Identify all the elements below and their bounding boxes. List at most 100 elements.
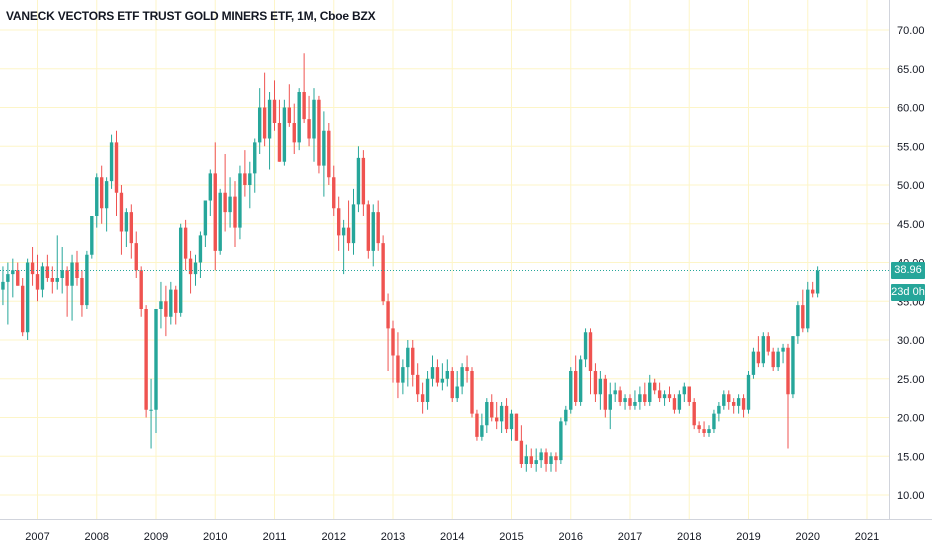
- candle-body: [603, 378, 608, 410]
- price-axis[interactable]: 10.0015.0020.0025.0030.0035.0040.0045.00…: [897, 25, 925, 502]
- price-tick-label: 70.00: [897, 25, 925, 37]
- candle-body: [139, 270, 143, 309]
- candle-body: [776, 351, 780, 368]
- candle-body: [366, 204, 371, 251]
- candle-body: [90, 216, 94, 255]
- candle-body: [341, 227, 346, 236]
- candle-body: [529, 456, 533, 464]
- time-tick-label: 2009: [144, 531, 168, 543]
- candle-body: [327, 130, 331, 178]
- candle-body: [1, 281, 5, 290]
- candle-body: [623, 398, 627, 402]
- candle-body: [317, 99, 321, 166]
- candle-body: [124, 212, 129, 232]
- candle-body: [801, 305, 805, 329]
- candle-body: [386, 301, 390, 329]
- candle-body: [6, 274, 10, 282]
- candle-body: [712, 413, 716, 430]
- candle-body: [65, 270, 69, 286]
- candle-body: [465, 367, 469, 371]
- candle-body: [544, 452, 548, 464]
- candle-body: [297, 92, 301, 143]
- candle-body: [756, 351, 761, 364]
- candle-body: [455, 386, 459, 399]
- candle-body: [554, 456, 558, 461]
- candle-body: [450, 371, 454, 399]
- price-tick-label: 45.00: [897, 219, 925, 231]
- candle-body: [628, 398, 632, 406]
- candle-body: [381, 243, 385, 302]
- price-tick-label: 30.00: [897, 335, 925, 347]
- time-tick-label: 2015: [499, 531, 523, 543]
- candle-body: [292, 123, 296, 143]
- chart-title: VANECK VECTORS ETF TRUST GOLD MINERS ETF…: [6, 9, 376, 23]
- candle-body: [810, 289, 815, 294]
- candle-body: [144, 309, 148, 410]
- time-tick-label: 2019: [736, 531, 760, 543]
- candle-body: [213, 173, 217, 251]
- candle-body: [361, 157, 366, 205]
- candle-body: [149, 409, 153, 411]
- candle-body: [356, 157, 361, 205]
- candle-body: [228, 196, 232, 213]
- candle-body: [504, 405, 509, 430]
- price-tick-label: 55.00: [897, 141, 925, 153]
- candle-body: [638, 394, 642, 402]
- candle-body: [114, 142, 119, 193]
- candle-body: [30, 262, 35, 275]
- candle-body: [425, 378, 430, 402]
- candle-body: [332, 177, 336, 209]
- candle-body: [578, 359, 583, 402]
- candle-body: [494, 417, 499, 422]
- candle-body: [262, 107, 267, 139]
- candle-body: [786, 347, 790, 395]
- candle-body: [806, 289, 810, 329]
- candle-body: [174, 289, 178, 313]
- candle-body: [761, 336, 766, 364]
- candle-body: [717, 405, 721, 414]
- candle-body: [741, 398, 746, 410]
- candle-body: [731, 402, 736, 406]
- bar-countdown-badge: 23d 0h: [891, 283, 925, 301]
- candle-body: [11, 270, 15, 275]
- candle-body: [588, 332, 593, 371]
- candle-body: [376, 212, 380, 244]
- time-tick-label: 2011: [263, 531, 287, 543]
- candle-body: [322, 130, 326, 166]
- candle-body: [643, 394, 647, 402]
- candle-body: [702, 429, 706, 433]
- price-tick-label: 50.00: [897, 180, 925, 192]
- candle-body: [667, 394, 672, 399]
- candle-body: [608, 394, 612, 410]
- candle-body: [75, 262, 79, 278]
- candle-body: [722, 394, 726, 406]
- candle-body: [25, 262, 30, 333]
- candle-body: [188, 258, 193, 275]
- candle-body: [470, 371, 474, 414]
- candle-body: [430, 367, 435, 379]
- candle-body: [257, 107, 262, 143]
- price-tick-label: 10.00: [897, 490, 925, 502]
- candle-body: [243, 173, 247, 185]
- candle-body: [687, 386, 691, 402]
- candle-body: [238, 173, 242, 228]
- candle-body: [445, 371, 450, 379]
- price-tick-label: 60.00: [897, 103, 925, 115]
- candle-body: [218, 192, 222, 251]
- candle-body: [248, 173, 252, 185]
- candle-body: [159, 301, 163, 309]
- candle-body: [460, 367, 464, 387]
- candle-body: [307, 119, 311, 139]
- time-tick-label: 2008: [85, 531, 109, 543]
- candle-body: [697, 425, 701, 430]
- time-tick-label: 2018: [677, 531, 701, 543]
- time-tick-label: 2013: [381, 531, 405, 543]
- candle-body: [539, 452, 543, 461]
- time-axis[interactable]: 2007 2008 2009 2010 2011 2012 2013 2014 2015 2016…: [25, 531, 879, 543]
- candle-body: [60, 270, 64, 278]
- candle-body: [648, 382, 652, 402]
- candle-body: [485, 402, 489, 426]
- price-tick-label: 65.00: [897, 64, 925, 76]
- candle-body: [253, 142, 257, 174]
- candle-body: [406, 347, 410, 368]
